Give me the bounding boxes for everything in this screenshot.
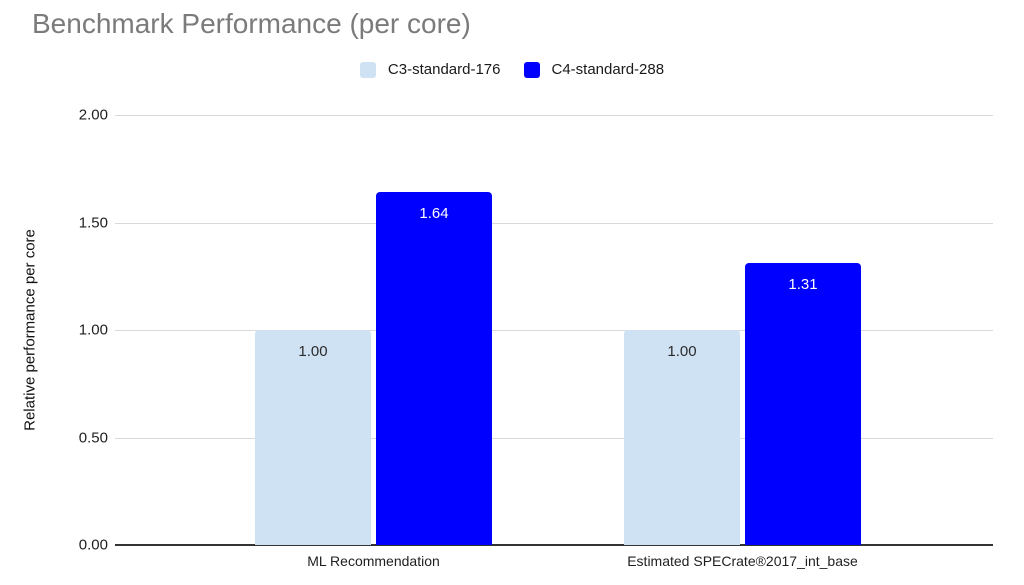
legend-label: C4-standard-288 [551,61,665,78]
bar-c4-standard-288-estimated-specrate-2017-int-base: 1.31 [745,263,861,545]
bar-value-label: 1.31 [788,276,818,293]
y-axis-title: Relative performance per core [21,229,39,431]
gridline-0.50 [115,438,993,439]
y-tick-label-1.00: 1.00 [78,321,108,339]
y-tick-label-1.50: 1.50 [78,214,108,232]
gridline-2.00 [115,115,993,116]
legend-item-c4-standard-288: C4-standard-288 [523,61,665,78]
chart-title: Benchmark Performance (per core) [32,8,471,39]
bar-value-label: 1.00 [667,343,697,360]
gridline-1.00 [115,330,993,331]
legend-item-c3-standard-176: C3-standard-176 [359,61,501,78]
gridline-1.50 [115,223,993,224]
bar-c3-standard-176-ml-recommendation: 1.00 [255,330,371,545]
bar-value-label: 1.64 [419,205,449,222]
x-category-label-estimated-specrate-2017-int-base: Estimated SPECrate®2017_int_base [627,553,858,569]
legend: C3-standard-176 C4-standard-288 [0,61,1024,78]
legend-swatch-c4-standard-288 [523,61,540,78]
x-axis-line [115,544,993,546]
bar-value-label: 1.00 [298,343,328,360]
legend-swatch-c3-standard-176 [359,61,376,78]
bar-c3-standard-176-estimated-specrate-2017-int-base: 1.00 [624,330,740,545]
x-category-label-ml-recommendation: ML Recommendation [307,553,440,569]
y-tick-label-2.00: 2.00 [78,106,108,124]
bar-c4-standard-288-ml-recommendation: 1.64 [376,192,492,545]
y-tick-label-0.00: 0.00 [78,536,108,554]
legend-label: C3-standard-176 [387,61,501,78]
y-tick-label-0.50: 0.50 [78,429,108,447]
